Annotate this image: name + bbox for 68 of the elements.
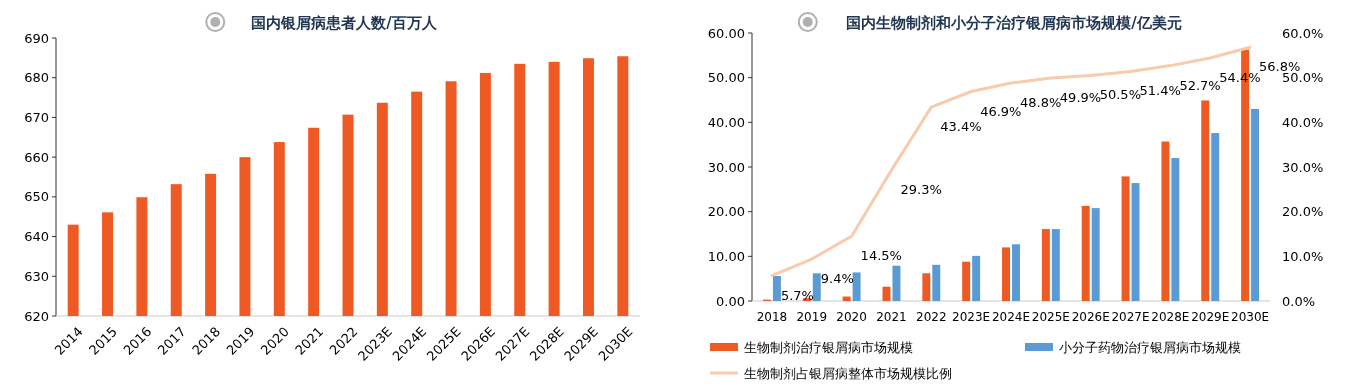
bar	[1091, 208, 1100, 301]
bar	[1041, 229, 1050, 301]
x-tick-label: 2025E	[1031, 310, 1070, 324]
bar	[1211, 133, 1220, 301]
bar	[1201, 100, 1210, 301]
x-tick-label: 2029E	[1191, 310, 1230, 324]
data-label: 52.7%	[1179, 77, 1221, 93]
bar	[852, 272, 861, 301]
bar	[892, 265, 901, 301]
x-tick-label: 2024E	[991, 310, 1031, 324]
bar	[972, 255, 981, 301]
bar	[1161, 141, 1170, 301]
bar	[1002, 247, 1010, 301]
y-tick-label: 10.00	[707, 248, 745, 264]
bar	[1121, 176, 1130, 301]
y-tick-label: 640	[24, 229, 49, 245]
y-tick-label: 630	[24, 268, 49, 284]
y2-tick-label: 10.0%	[1282, 248, 1324, 264]
x-tick-label: 2019	[796, 310, 828, 324]
legend-label: 生物制剂治疗银屑病市场规模	[744, 339, 913, 355]
y2-tick-label: 30.0%	[1282, 159, 1324, 175]
data-label: 9.4%	[820, 271, 854, 287]
x-tick-label: 2021	[876, 310, 907, 324]
y2-tick-label: 20.0%	[1282, 204, 1324, 220]
legend-label: 生物制剂占银屑病整体市场规模比例	[744, 365, 952, 381]
x-tick-label: 2026E	[1071, 310, 1110, 324]
y-tick-label: 670	[24, 109, 49, 125]
data-label: 14.5%	[860, 248, 902, 264]
data-label: 43.4%	[940, 119, 982, 135]
bar	[1131, 183, 1140, 301]
y-tick-label: 650	[24, 189, 49, 205]
bar	[1251, 108, 1260, 301]
bar	[772, 275, 781, 301]
bar	[1051, 229, 1060, 301]
bar	[1081, 205, 1090, 301]
bar	[962, 261, 971, 301]
y-tick-label: 20.00	[707, 204, 745, 220]
y-tick-label: 620	[24, 308, 49, 324]
x-tick-label: 2027E	[1111, 310, 1150, 324]
y-tick-label: 690	[24, 30, 49, 46]
data-label: 5.7%	[780, 287, 814, 303]
x-tick-label: 2020	[836, 310, 867, 324]
y2-tick-label: 50.0%	[1282, 70, 1324, 86]
data-label: 48.8%	[1020, 95, 1062, 111]
y-tick-label: 60.00	[707, 25, 745, 41]
bar	[922, 273, 931, 301]
x-tick-label: 2022	[916, 310, 947, 324]
y2-tick-label: 0.0%	[1282, 293, 1316, 309]
x-tick-label: 2030E	[1231, 310, 1270, 324]
x-tick-label: 2023E	[952, 310, 991, 324]
y-tick-label: 660	[24, 149, 49, 165]
x-tick-label: 2028E	[1151, 310, 1190, 324]
x-tick-label: 2018	[756, 310, 788, 324]
y-tick-label: 0.00	[716, 293, 745, 309]
y-tick-label: 40.00	[707, 114, 745, 130]
y2-tick-label: 40.0%	[1282, 114, 1324, 130]
y2-tick-label: 60.0%	[1282, 25, 1324, 41]
data-label: 29.3%	[900, 182, 942, 198]
bar	[932, 264, 941, 301]
chart-title: 国内银屑病患者人数/百万人	[251, 14, 438, 32]
y-tick-label: 30.00	[707, 159, 745, 175]
bar	[1012, 244, 1020, 301]
y-tick-label: 680	[24, 70, 49, 86]
chart-title: 国内生物制剂和小分子治疗银屑病市场规模/亿美元	[846, 14, 1182, 32]
bar	[1171, 158, 1180, 301]
legend-label: 小分子药物治疗银屑病市场规模	[1059, 339, 1241, 355]
bar	[812, 273, 821, 301]
y-tick-label: 50.00	[707, 70, 745, 86]
